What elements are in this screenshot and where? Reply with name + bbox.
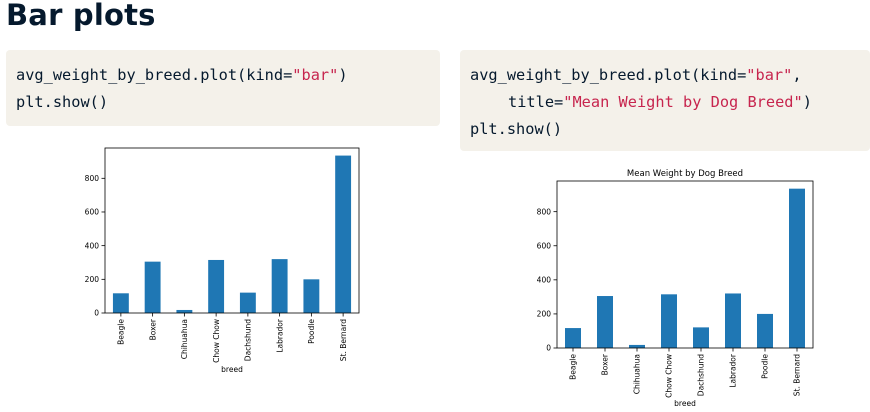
x-tick-label: Dachshund xyxy=(697,354,706,396)
code-line: avg_weight_by_breed.plot(kind="bar", xyxy=(470,62,870,89)
bar xyxy=(597,296,613,348)
chart-title: Mean Weight by Dog Breed xyxy=(627,169,743,179)
code-line: title="Mean Weight by Dog Breed") xyxy=(470,89,870,116)
x-tick-label: Poodle xyxy=(761,354,770,379)
code-text: , xyxy=(792,66,802,84)
code-text: avg_weight_by_breed.plot(kind= xyxy=(470,66,747,84)
code-text: plt.show() xyxy=(16,93,109,111)
y-tick-label: 600 xyxy=(85,208,100,217)
bar xyxy=(757,313,773,348)
x-tick-label: Poodle xyxy=(307,319,316,344)
code-text: ) xyxy=(802,93,812,111)
bar xyxy=(335,155,352,313)
y-tick-label: 400 xyxy=(85,241,100,250)
code-line: plt.show() xyxy=(470,116,870,143)
bar xyxy=(693,327,709,348)
y-tick-label: 0 xyxy=(94,309,99,318)
code-string: "bar" xyxy=(746,66,793,84)
bar xyxy=(144,261,161,313)
code-text: ) xyxy=(338,66,348,84)
bar xyxy=(112,293,129,313)
x-axis-label: breed xyxy=(674,399,696,408)
x-tick-label: Chihuahua xyxy=(633,354,642,394)
slide-title: Bar plots xyxy=(6,0,156,32)
x-tick-label: St. Bernard xyxy=(339,319,348,361)
plot-frame xyxy=(104,147,360,314)
y-tick-label: 800 xyxy=(537,207,552,216)
bar xyxy=(303,279,320,313)
plot-frame xyxy=(556,180,814,349)
x-tick-label: Labrador xyxy=(275,318,284,353)
y-tick-label: 800 xyxy=(85,174,100,183)
y-tick-label: 200 xyxy=(537,310,552,319)
y-tick-label: 400 xyxy=(537,276,552,285)
bar xyxy=(789,188,805,348)
x-tick-label: Chow Chow xyxy=(665,354,674,398)
bar xyxy=(565,328,581,348)
bar xyxy=(629,344,645,348)
code-text: title= xyxy=(508,93,564,111)
x-tick-label: Labrador xyxy=(729,353,738,388)
x-axis-label: breed xyxy=(221,365,243,374)
bar xyxy=(271,259,288,313)
y-tick-label: 0 xyxy=(546,344,551,353)
x-tick-label: Dachshund xyxy=(244,319,253,361)
code-string: "Mean Weight by Dog Breed" xyxy=(563,93,803,111)
code-text: avg_weight_by_breed.plot(kind= xyxy=(16,66,293,84)
x-tick-label: St. Bernard xyxy=(793,354,802,396)
x-tick-label: Boxer xyxy=(148,318,157,340)
bar xyxy=(239,292,256,313)
bar xyxy=(176,309,193,313)
x-tick-label: Chihuahua xyxy=(180,319,189,359)
x-tick-label: Beagle xyxy=(117,319,126,345)
code-line: plt.show() xyxy=(16,89,440,116)
bar xyxy=(725,293,741,348)
bar xyxy=(208,259,225,313)
code-block-right: avg_weight_by_breed.plot(kind="bar", tit… xyxy=(460,50,870,151)
bar xyxy=(661,294,677,348)
x-tick-label: Chow Chow xyxy=(212,319,221,363)
y-tick-label: 200 xyxy=(85,275,100,284)
code-text: plt.show() xyxy=(470,120,563,138)
x-tick-label: Boxer xyxy=(601,353,610,375)
code-line: avg_weight_by_breed.plot(kind="bar") xyxy=(16,62,440,89)
x-tick-label: Beagle xyxy=(569,354,578,380)
code-block-left: avg_weight_by_breed.plot(kind="bar") plt… xyxy=(6,50,440,126)
code-string: "bar" xyxy=(292,66,339,84)
y-tick-label: 600 xyxy=(537,241,552,250)
